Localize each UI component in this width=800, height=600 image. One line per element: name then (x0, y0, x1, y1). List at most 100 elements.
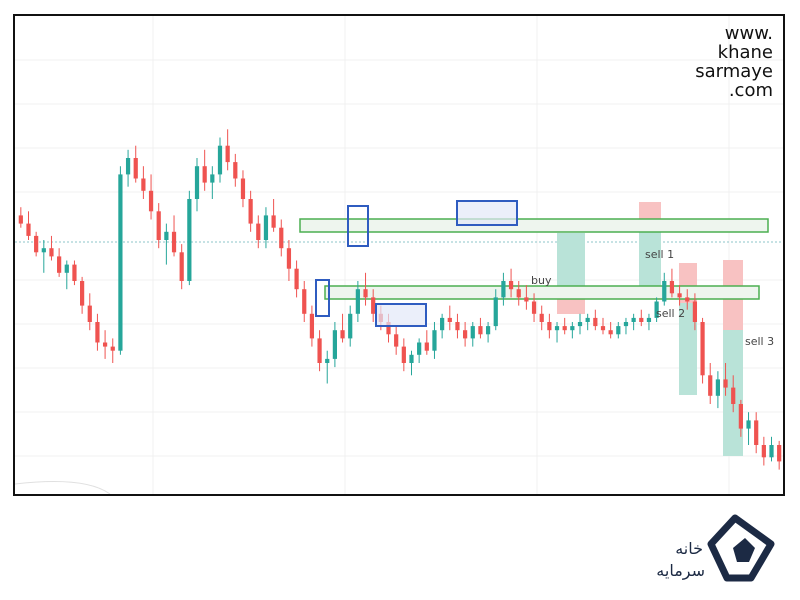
candle-body (95, 322, 100, 343)
watermark-line: .com (728, 80, 773, 101)
logo: خانه سرمایه (655, 508, 780, 588)
candle-body (463, 330, 468, 339)
candle-body (754, 420, 759, 445)
candle-body (577, 322, 583, 327)
candle-body (562, 326, 567, 331)
sell1-target-zone (639, 232, 661, 286)
candle-body (386, 322, 391, 335)
candle-body (256, 223, 261, 240)
candle-body (646, 317, 652, 322)
candle-body (478, 326, 483, 335)
candle-body (700, 322, 705, 376)
candle-body (164, 231, 169, 240)
buy-label: buy (531, 274, 552, 287)
logo-mark: خانه سرمایه (656, 514, 775, 582)
candle-body (447, 317, 452, 322)
candle-body (608, 330, 613, 335)
highlight-box (375, 303, 427, 327)
candle-body (248, 199, 253, 224)
candle-body (485, 326, 491, 335)
candle-body (585, 317, 590, 322)
candle-body (531, 301, 537, 314)
candle-body (524, 297, 529, 302)
candle-body (286, 248, 292, 269)
highlight-box (456, 200, 518, 226)
candle-body (401, 346, 406, 363)
candle-body (233, 162, 238, 179)
candle-body (715, 379, 720, 396)
candle-body (64, 264, 69, 273)
candles-layer (18, 129, 782, 470)
candle-body (761, 445, 766, 458)
candle-body (240, 178, 246, 199)
buy-target-zone (557, 233, 585, 288)
candle-body (593, 317, 598, 327)
candle-body (263, 215, 269, 240)
candle-body (34, 235, 39, 253)
candle-body (516, 289, 521, 298)
candle-body (692, 301, 698, 322)
sell2-label: sell 2 (656, 307, 686, 320)
candle-body (194, 166, 200, 199)
candle-body (539, 313, 544, 322)
candle-body (133, 158, 138, 179)
candle-body (371, 297, 376, 314)
candle-body (623, 322, 629, 327)
candle-body (26, 223, 31, 236)
candle-body (777, 445, 782, 462)
candle-body (355, 289, 360, 314)
candle-body (225, 145, 230, 163)
candle-body (547, 322, 552, 331)
candle-body (639, 317, 644, 322)
candle-body (769, 445, 774, 458)
highlight-box (315, 279, 330, 317)
watermark-line: khane (717, 42, 773, 63)
candle-body (616, 326, 621, 335)
candle-body (600, 326, 606, 331)
candle-body (57, 256, 62, 273)
candle-body (508, 281, 514, 290)
candle-body (669, 281, 675, 294)
candle-body (432, 330, 437, 351)
watermark-line: www. (724, 23, 773, 44)
highlight-box (347, 205, 369, 247)
candle-body (187, 199, 192, 281)
candle-body (141, 178, 146, 191)
candle-body (348, 313, 353, 339)
candle-body (125, 158, 131, 175)
resistance-zone (299, 218, 769, 233)
candle-body (685, 297, 690, 302)
candle-body (731, 387, 736, 404)
candle-body (41, 248, 46, 253)
candle-body (202, 166, 207, 183)
trade-zones (557, 202, 743, 456)
candle-body (271, 215, 276, 228)
candle-body (723, 379, 728, 388)
candle-body (570, 326, 575, 331)
candle-body (217, 145, 223, 175)
candle-body (363, 289, 368, 298)
candle-body (294, 268, 299, 290)
candle-body (394, 334, 399, 347)
logo-text-bottom: سرمایه (656, 561, 705, 581)
candle-body (455, 322, 460, 331)
candle-body (72, 264, 77, 281)
candle-body (554, 326, 560, 331)
site-watermark: www. khane sarmaye .com (695, 24, 773, 100)
candle-body (110, 346, 115, 351)
candle-body (708, 375, 713, 396)
candle-body (18, 215, 23, 224)
candle-body (156, 211, 161, 240)
candle-body (148, 190, 154, 212)
chart-frame: www. khane sarmaye .com buy sell 1 sell … (13, 14, 785, 496)
candle-body (662, 281, 667, 302)
candle-body (424, 342, 429, 351)
candle-body (332, 330, 337, 359)
candle-body (171, 231, 177, 253)
candle-body (470, 326, 475, 339)
candle-body (49, 248, 54, 257)
candle-body (317, 338, 322, 363)
candle-body (325, 358, 330, 363)
candle-body (409, 354, 414, 363)
candle-body (80, 281, 85, 306)
